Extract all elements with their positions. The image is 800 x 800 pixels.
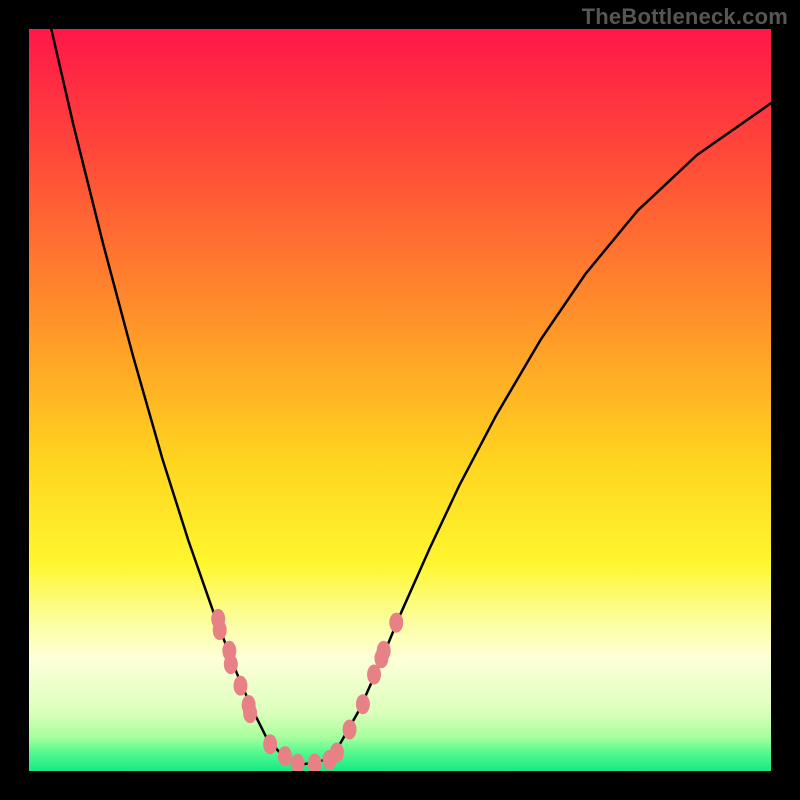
curve-marker (278, 746, 292, 766)
curve-marker (330, 742, 344, 762)
chart-plot-area (29, 29, 771, 771)
curve-marker (343, 719, 357, 739)
curve-marker (389, 613, 403, 633)
curve-marker (224, 654, 238, 674)
watermark-text: TheBottleneck.com (582, 4, 788, 30)
chart-background (29, 29, 771, 771)
chart-svg (29, 29, 771, 771)
curve-marker (213, 620, 227, 640)
curve-marker (233, 676, 247, 696)
curve-marker (356, 694, 370, 714)
curve-marker (377, 641, 391, 661)
curve-marker (263, 734, 277, 754)
curve-marker (243, 703, 257, 723)
